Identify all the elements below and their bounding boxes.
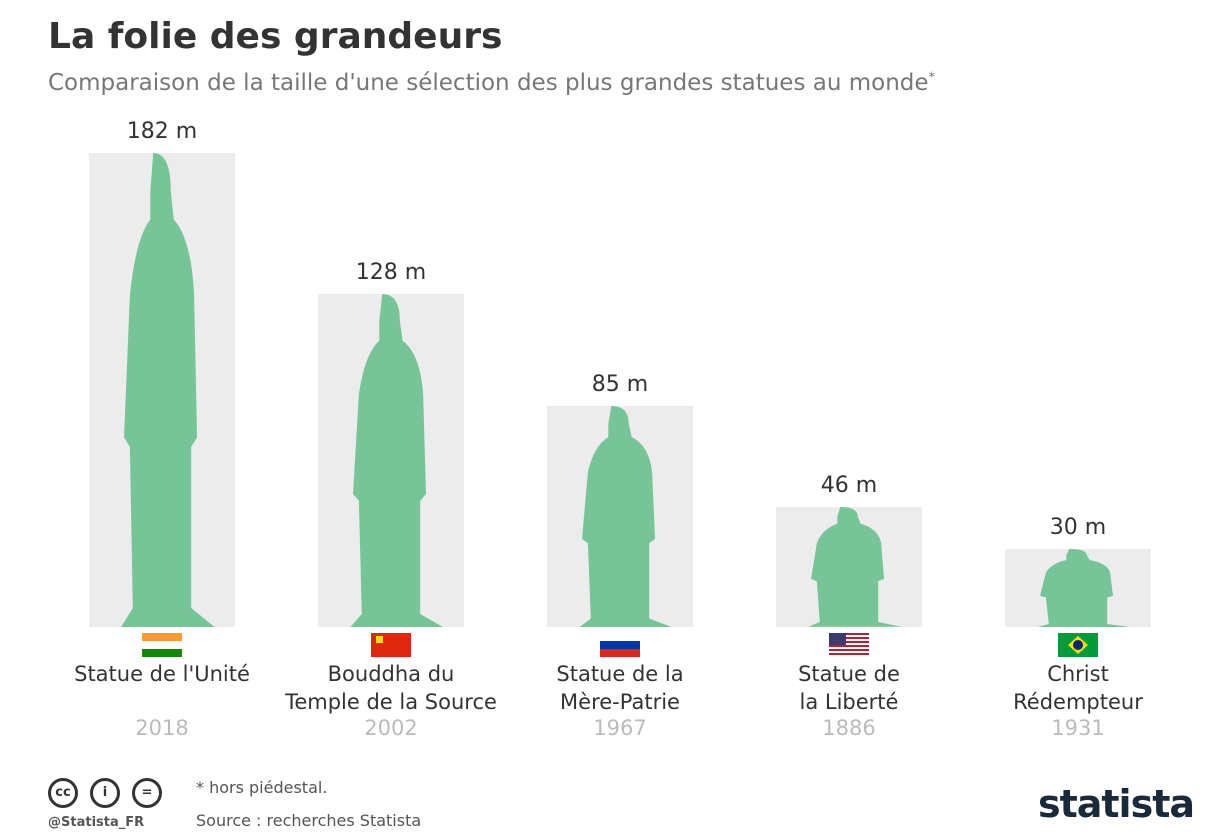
statue-shape xyxy=(350,294,443,627)
flag xyxy=(1058,633,1098,657)
infographic: La folie des grandeurs Comparaison de la… xyxy=(0,0,1222,839)
year-label: 2002 xyxy=(277,716,506,740)
statue-silhouette xyxy=(1005,549,1151,627)
bar xyxy=(776,507,922,627)
nd-icon: = xyxy=(132,778,162,808)
statue-shape xyxy=(1037,549,1130,627)
flag xyxy=(829,633,869,657)
subtitle-text: Comparaison de la taille d'une sélection… xyxy=(48,70,929,96)
statue-silhouette xyxy=(547,406,693,627)
flag-globe xyxy=(1073,640,1083,650)
flag xyxy=(142,633,182,657)
category-label: Statue de la Mère-Patrie xyxy=(490,660,750,716)
cc-icon: cc xyxy=(48,778,78,808)
flag-canton xyxy=(829,633,846,645)
statue-silhouette xyxy=(776,507,922,627)
brand: statista xyxy=(1038,782,1194,826)
flag-stripe xyxy=(829,649,869,651)
value-label: 30 m xyxy=(964,515,1193,540)
category-label: Christ Rédempteur xyxy=(948,660,1208,716)
flag xyxy=(371,633,411,657)
flag-stripe xyxy=(142,633,182,641)
statue-silhouette xyxy=(89,153,235,627)
statue-shape xyxy=(121,153,214,627)
bar xyxy=(318,294,464,627)
chart-title: La folie des grandeurs xyxy=(48,16,502,57)
chart-subtitle: Comparaison de la taille d'une sélection… xyxy=(48,70,935,96)
by-icon: i xyxy=(90,778,120,808)
bar xyxy=(1005,549,1151,627)
bar xyxy=(89,153,235,627)
flag-stripe xyxy=(600,633,640,641)
category-label: Statue de l'Unité xyxy=(32,660,292,688)
statue-shape xyxy=(808,507,901,627)
flag-stripe xyxy=(829,653,869,655)
statue-shape xyxy=(579,406,672,627)
flag-stripe xyxy=(600,649,640,657)
value-label: 128 m xyxy=(277,260,506,285)
source: Source : recherches Statista xyxy=(196,811,421,830)
subtitle-note: * xyxy=(929,70,936,85)
statue-silhouette xyxy=(318,294,464,627)
flag-stripe xyxy=(600,641,640,649)
value-label: 85 m xyxy=(506,372,735,397)
bar xyxy=(547,406,693,627)
category-label: Statue de la Liberté xyxy=(719,660,979,716)
category-label: Bouddha du Temple de la Source xyxy=(261,660,521,716)
year-label: 1967 xyxy=(506,716,735,740)
flag xyxy=(600,633,640,657)
handle: @Statista_FR xyxy=(48,815,144,830)
flag-star xyxy=(376,636,383,643)
year-label: 1886 xyxy=(735,716,964,740)
flag-stripe xyxy=(142,641,182,649)
value-label: 182 m xyxy=(48,119,277,144)
value-label: 46 m xyxy=(735,473,964,498)
flag-stripe xyxy=(829,645,869,647)
flag-stripe xyxy=(142,649,182,657)
year-label: 2018 xyxy=(48,716,277,740)
footnote: * hors piédestal. xyxy=(196,778,327,797)
year-label: 1931 xyxy=(964,716,1193,740)
